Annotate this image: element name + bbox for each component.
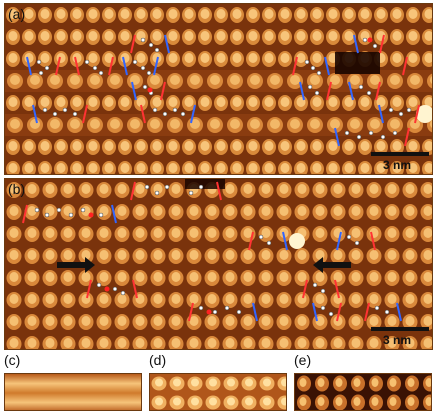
bright-adatom [289,233,305,249]
stm-image-e [295,374,431,410]
stm-panel-c [4,373,142,411]
dark-vacancy [185,179,225,189]
stm-image-b [5,179,432,349]
panel-c-group: (c) [4,353,144,413]
stm-image-c [5,374,141,410]
scale-bar-label-b: 3 nm [383,333,412,347]
arrow-right [57,257,95,273]
arrow-left [313,257,351,273]
stm-image-a [5,4,432,174]
panel-e-group: (e) [294,353,434,413]
stm-panel-a: (a) 3 nm [4,3,433,175]
bright-adatom [416,105,432,123]
scale-bar-label-a: 3 nm [383,158,412,172]
panel-label-a: (a) [8,6,26,22]
panel-label-e: (e) [294,352,312,368]
dark-vacancy [335,52,380,74]
panel-label-c: (c) [4,352,21,368]
stm-panel-d [149,373,287,411]
scale-bar-b [371,327,429,331]
panel-label-d: (d) [149,352,167,368]
stm-image-d [150,374,286,410]
stm-panel-b: (b) 3 nm [4,178,433,350]
scale-bar-a [371,152,429,156]
panel-d-group: (d) [149,353,289,413]
panel-label-b: (b) [8,181,26,197]
stm-panel-e [294,373,432,411]
